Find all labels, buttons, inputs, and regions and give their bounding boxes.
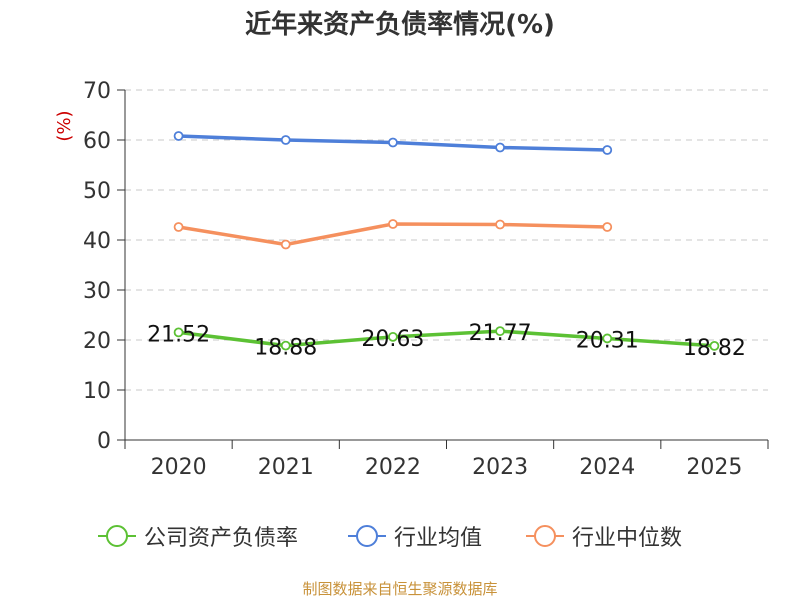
y-tick-label: 0 — [97, 429, 111, 454]
data-label: 21.77 — [469, 321, 532, 346]
data-label: 20.63 — [361, 327, 424, 352]
legend-label-company: 公司资产负债率 — [144, 526, 299, 551]
legend-item-company[interactable]: 公司资产负债率 — [98, 520, 298, 552]
data-point-company — [280, 340, 291, 351]
data-point-industry-median — [280, 239, 291, 250]
x-tick-label: 2020 — [151, 455, 207, 480]
data-point-company — [173, 327, 184, 338]
data-point-industry-avg — [495, 142, 505, 153]
data-label: 21.52 — [147, 322, 210, 347]
y-tick-label: 60 — [83, 129, 111, 154]
data-point-industry-median — [602, 222, 613, 232]
data-label: 20.31 — [576, 328, 639, 353]
data-point-industry-avg — [173, 131, 184, 141]
legend-label-industry-avg: 行业均值 — [394, 526, 483, 551]
data-point-industry-median — [388, 219, 398, 229]
data-point-industry-avg — [280, 135, 291, 145]
legend-label-industry-median: 行业中位数 — [572, 526, 683, 551]
x-tick-label: 2022 — [365, 455, 421, 480]
data-point-company — [709, 340, 720, 351]
legend-item-industry-median[interactable]: 行业中位数 — [526, 520, 682, 552]
chart-title: 近年来资产负债率情况(%) — [245, 10, 555, 40]
y-tick-label: 40 — [83, 229, 111, 254]
data-label: 18.82 — [683, 336, 746, 361]
x-tick-label: 2024 — [579, 455, 635, 480]
y-tick-label: 50 — [83, 179, 111, 204]
y-tick-label: 10 — [83, 379, 111, 404]
x-tick-label: 2025 — [686, 455, 742, 480]
data-point-company — [388, 331, 398, 342]
data-label: 18.88 — [254, 336, 317, 361]
x-tick-label: 2023 — [472, 455, 528, 480]
y-tick-label: 70 — [83, 79, 111, 104]
data-point-industry-median — [495, 219, 505, 230]
y-tick-label: 20 — [83, 329, 111, 354]
legend-swatch-industry-median — [526, 524, 564, 548]
data-point-industry-avg — [602, 145, 613, 155]
data-point-industry-avg — [388, 137, 398, 148]
data-point-industry-median — [173, 222, 184, 232]
source-note: 制图数据来自恒生聚源数据库 — [302, 580, 498, 598]
data-point-company — [495, 326, 505, 337]
legend-swatch-company — [98, 524, 136, 548]
data-point-company — [602, 333, 613, 344]
legend-swatch-industry-avg — [348, 524, 386, 548]
y-axis-label: (%) — [54, 110, 75, 141]
chart-legend: 公司资产负债率 行业均值 行业中位数 — [0, 520, 800, 552]
series-line-company — [178, 329, 715, 348]
legend-item-industry-avg[interactable]: 行业均值 — [348, 520, 482, 552]
y-tick-label: 30 — [83, 279, 111, 304]
x-tick-label: 2021 — [258, 455, 314, 480]
